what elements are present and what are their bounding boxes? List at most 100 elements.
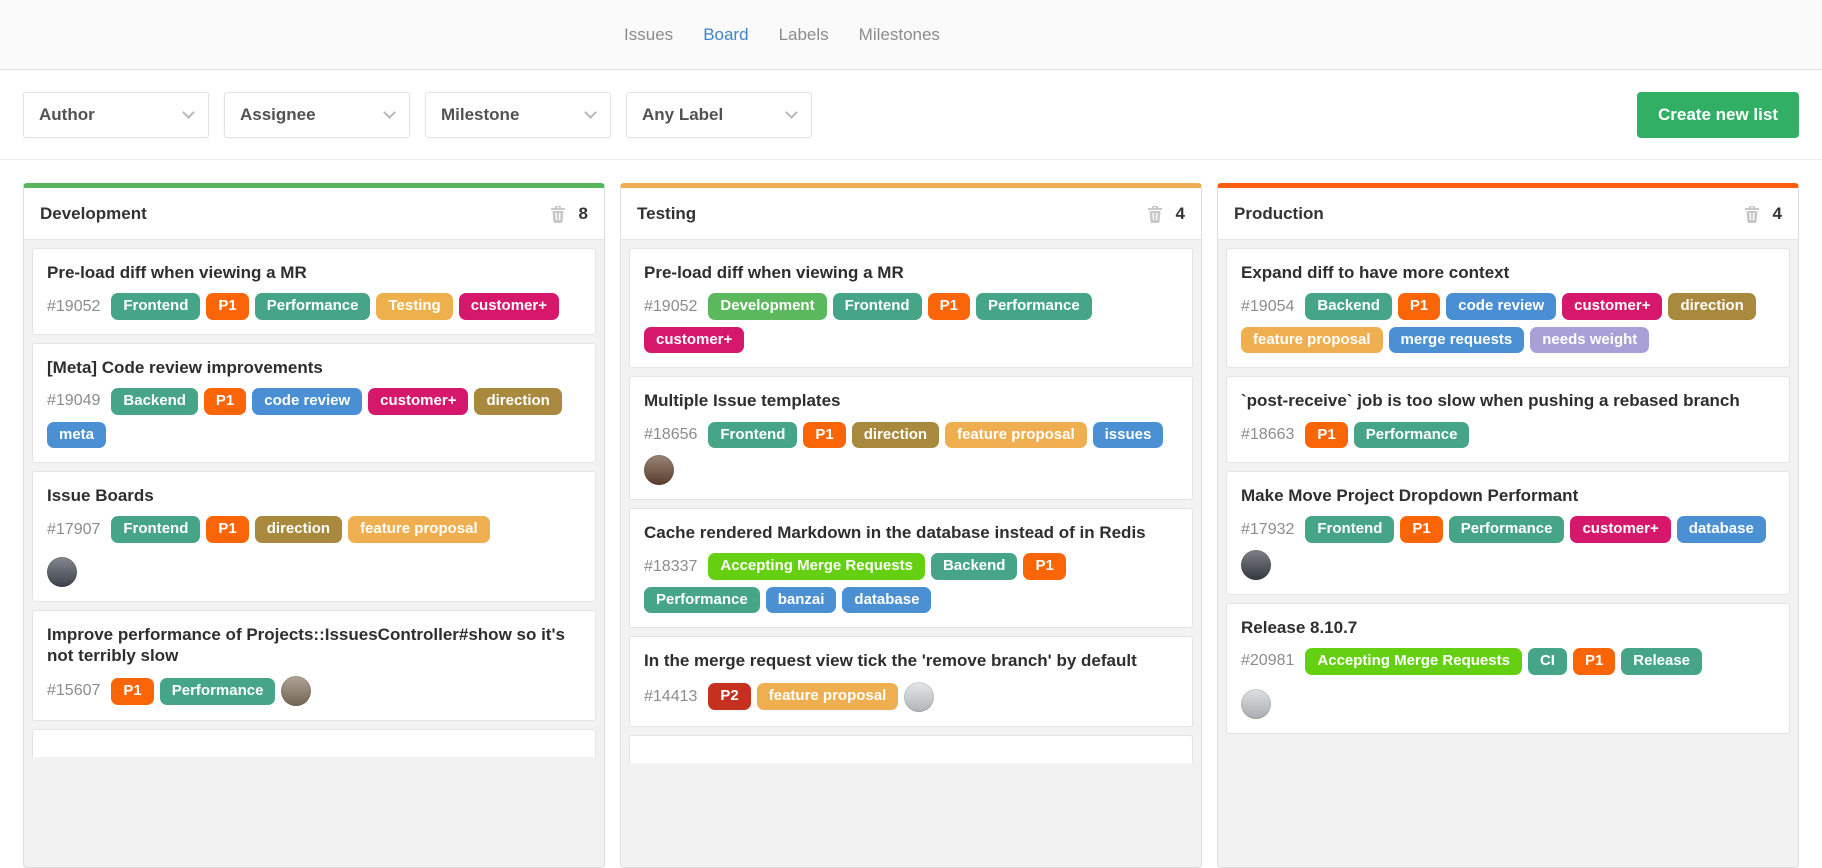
- label-pill[interactable]: P1: [1572, 648, 1616, 675]
- issue-card[interactable]: In the merge request view tick the 'remo…: [629, 636, 1193, 727]
- trash-icon[interactable]: [1147, 205, 1163, 223]
- label-pill[interactable]: customer+: [368, 388, 469, 415]
- trash-icon[interactable]: [1744, 205, 1760, 223]
- issue-card[interactable]: [Meta] Code review improvements #19049 Bac…: [32, 342, 596, 463]
- assignee-avatar[interactable]: [644, 455, 674, 485]
- assignee-avatar[interactable]: [904, 681, 935, 712]
- label-pill[interactable]: P1: [206, 293, 249, 320]
- issue-card[interactable]: Expand diff to have more context #19054 Ba…: [1226, 248, 1790, 369]
- label-pill[interactable]: Development: [708, 293, 827, 320]
- label-pill[interactable]: direction: [254, 516, 343, 543]
- tab-labels[interactable]: Labels: [778, 24, 829, 44]
- label-pill[interactable]: Release: [1621, 648, 1703, 675]
- tab-issues[interactable]: Issues: [624, 24, 674, 44]
- label-pill[interactable]: P1: [927, 293, 970, 320]
- issue-card[interactable]: Pre-load diff when viewing a MR #19052 Dev…: [629, 248, 1193, 369]
- label-pill[interactable]: P1: [1397, 293, 1441, 320]
- filter-dropdown-any-label[interactable]: Any Label: [626, 91, 812, 138]
- label-pill[interactable]: Performance: [254, 293, 371, 320]
- label-pill[interactable]: direction: [851, 421, 940, 448]
- label-pill[interactable]: Frontend: [111, 516, 201, 543]
- label-pill[interactable]: Accepting Merge Requests: [708, 553, 925, 580]
- label-pill[interactable]: code review: [1446, 293, 1557, 320]
- label-pill[interactable]: Frontend: [708, 421, 798, 448]
- label-pill[interactable]: Backend: [930, 553, 1018, 580]
- label-pill[interactable]: Backend: [1305, 293, 1392, 320]
- label-pill[interactable]: direction: [474, 388, 562, 415]
- filter-dropdown-assignee[interactable]: Assignee: [224, 91, 410, 138]
- label-pill[interactable]: feature proposal: [756, 683, 899, 710]
- issue-card[interactable]: Issue Boards #17907 Frontend P1 direction fea…: [32, 471, 596, 602]
- tab-board[interactable]: Board: [703, 24, 749, 44]
- issue-card[interactable]: Cache rendered Markdown in the database …: [629, 508, 1193, 629]
- issue-number: #18656: [644, 425, 698, 443]
- label-pill[interactable]: CI: [1527, 648, 1567, 675]
- issue-card[interactable]: Improve performance of Projects::IssuesC…: [32, 609, 596, 722]
- label-pill[interactable]: Frontend: [832, 293, 922, 320]
- issue-card[interactable]: `post-receive` job is too slow when push…: [1226, 376, 1790, 463]
- chevron-down-icon: [383, 106, 396, 119]
- issue-card[interactable]: Multiple Issue templates #18656 Frontend P1…: [629, 376, 1193, 500]
- create-new-list-button[interactable]: Create new list: [1637, 91, 1799, 138]
- dropdown-selected-value: Milestone: [441, 104, 520, 124]
- label-pill[interactable]: P1: [206, 516, 249, 543]
- filter-bar-dropdowns: Author Assignee Milestone Any Label: [23, 91, 812, 138]
- issue-meta: #20981 Accepting Merge Requests CI P1 Releas…: [1241, 648, 1775, 719]
- label-pill[interactable]: needs weight: [1530, 326, 1650, 354]
- label-pill[interactable]: database: [842, 586, 932, 614]
- issue-title: `post-receive` job is too slow when push…: [1241, 391, 1740, 411]
- tab-milestones[interactable]: Milestones: [858, 24, 940, 44]
- label-pill[interactable]: P1: [111, 678, 154, 705]
- label-pill[interactable]: meta: [47, 421, 107, 448]
- label-pill[interactable]: P1: [1023, 553, 1066, 580]
- label-pill[interactable]: database: [1676, 516, 1766, 543]
- filter-dropdown-author[interactable]: Author: [23, 91, 209, 138]
- label-pill[interactable]: code review: [252, 388, 363, 415]
- label-pill[interactable]: Performance: [1353, 421, 1470, 448]
- label-pill[interactable]: P1: [1305, 421, 1348, 448]
- assignee-avatar[interactable]: [1241, 688, 1271, 719]
- label-pill[interactable]: Performance: [975, 293, 1092, 320]
- label-pill[interactable]: feature proposal: [945, 421, 1087, 448]
- label-pill[interactable]: feature proposal: [1241, 326, 1383, 354]
- column-header: Development 8: [24, 188, 604, 240]
- issue-card[interactable]: Pre-load diff when viewing a MR #19052 Fro…: [32, 248, 596, 335]
- label-pill[interactable]: customer+: [1570, 516, 1671, 543]
- assignee-avatar[interactable]: [281, 676, 312, 707]
- label-pill[interactable]: merge requests: [1388, 326, 1525, 354]
- label-pill[interactable]: P1: [1400, 516, 1443, 543]
- issue-meta: #18337 Accepting Merge Requests Backend P1 P…: [644, 553, 1178, 614]
- label-pill[interactable]: direction: [1668, 293, 1756, 320]
- label-pill[interactable]: banzai: [765, 586, 837, 614]
- label-pill[interactable]: Performance: [644, 586, 760, 614]
- label-pill[interactable]: customer+: [1562, 293, 1663, 320]
- trash-icon[interactable]: [550, 205, 566, 223]
- label-pill[interactable]: Frontend: [111, 293, 201, 320]
- label-pill[interactable]: customer+: [458, 293, 559, 320]
- assignee-avatar[interactable]: [47, 556, 77, 587]
- chevron-down-icon: [785, 106, 798, 119]
- label-pill[interactable]: Performance: [1448, 516, 1565, 543]
- issue-card[interactable]: Release 8.10.7 #20981 Accepting Merge Requ…: [1226, 602, 1790, 734]
- label-pill[interactable]: Performance: [159, 678, 276, 705]
- issue-card-partial[interactable]: [629, 734, 1193, 763]
- top-nav: Issues Board Labels Milestones: [0, 0, 1822, 70]
- label-pill[interactable]: P2: [708, 683, 751, 710]
- issue-card-partial[interactable]: [32, 729, 596, 758]
- issue-number: #19052: [644, 297, 698, 315]
- issue-number: #17907: [47, 520, 101, 538]
- label-pill[interactable]: Backend: [111, 388, 198, 415]
- label-pill[interactable]: issues: [1092, 421, 1164, 448]
- label-pill[interactable]: Frontend: [1305, 516, 1395, 543]
- label-pill[interactable]: P1: [203, 388, 247, 415]
- label-pill[interactable]: Testing: [376, 293, 453, 320]
- label-pill[interactable]: Accepting Merge Requests: [1305, 648, 1522, 675]
- assignee-avatar[interactable]: [1241, 549, 1271, 580]
- label-pill[interactable]: P1: [803, 421, 846, 448]
- issue-meta: #15607 P1 Performance: [47, 676, 581, 707]
- filter-dropdown-milestone[interactable]: Milestone: [425, 91, 611, 138]
- column-header: Testing 4: [621, 188, 1201, 240]
- label-pill[interactable]: feature proposal: [348, 516, 490, 543]
- label-pill[interactable]: customer+: [644, 326, 745, 354]
- issue-card[interactable]: Make Move Project Dropdown Performant #17…: [1226, 471, 1790, 595]
